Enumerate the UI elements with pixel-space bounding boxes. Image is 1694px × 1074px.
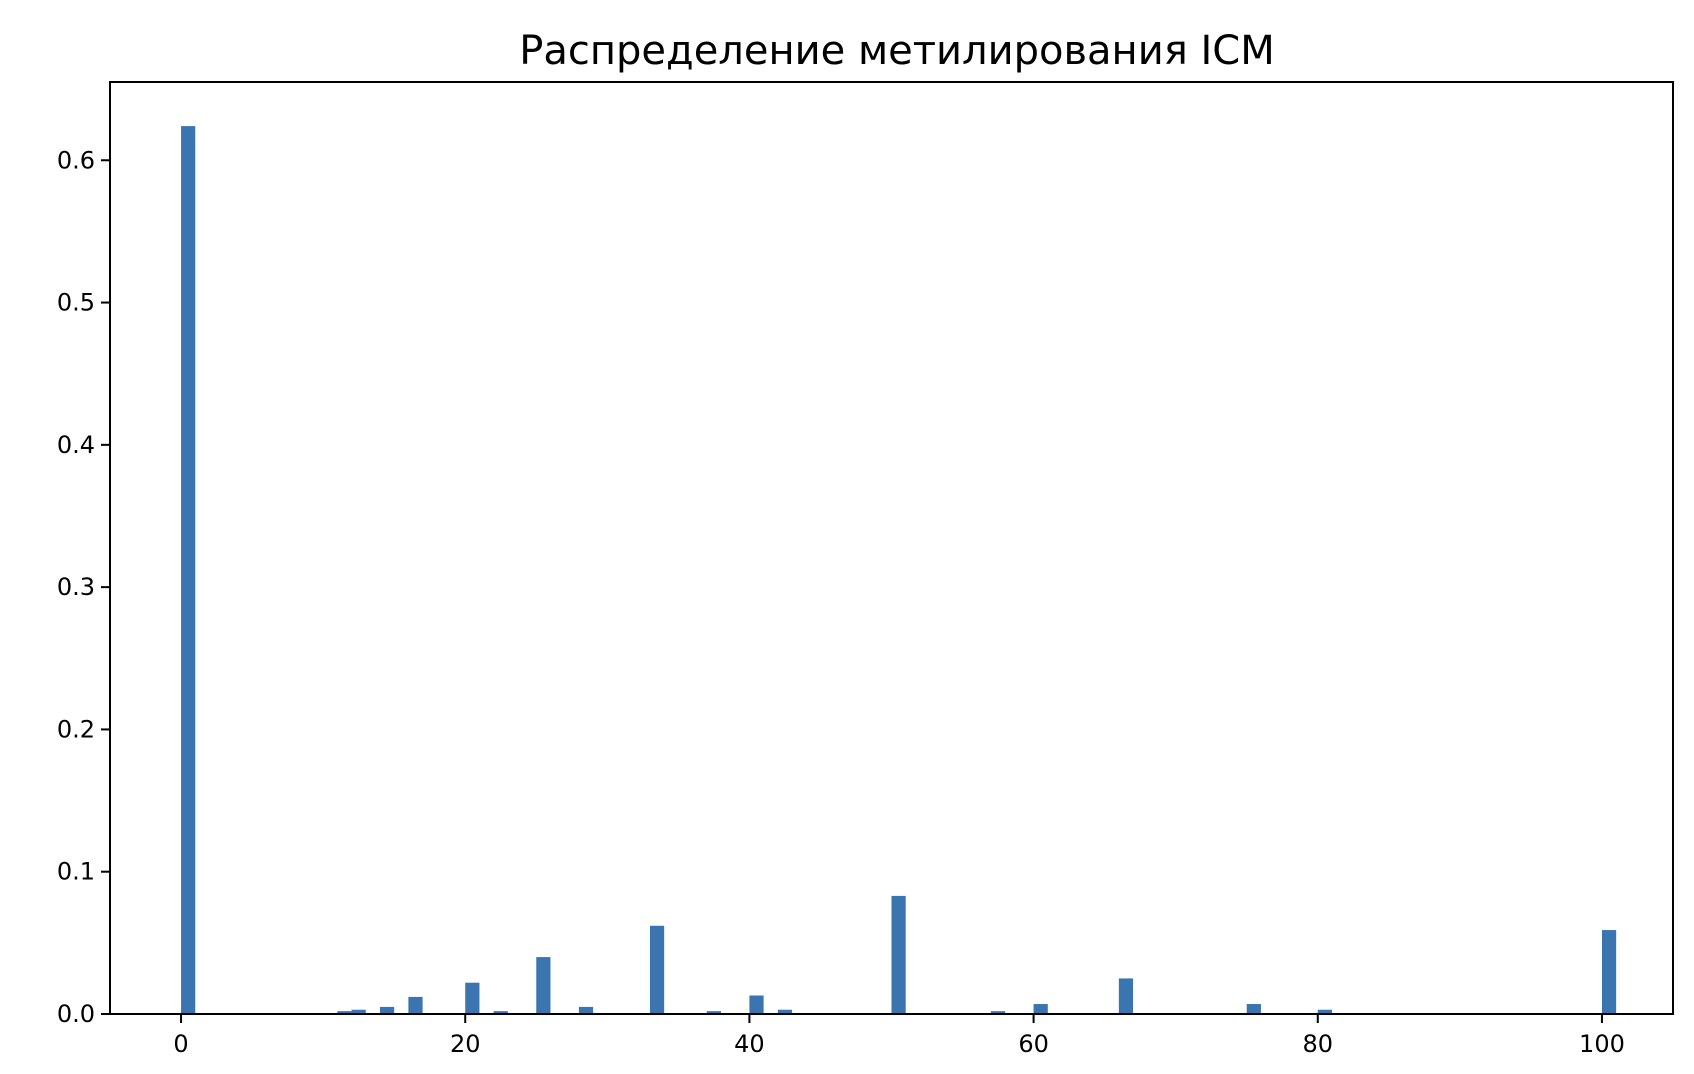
bar [891, 895, 906, 1014]
x-tick-label: 80 [1302, 1030, 1333, 1058]
bars-group [181, 126, 1617, 1015]
bar [351, 1009, 366, 1014]
x-tick-label: 40 [734, 1030, 765, 1058]
x-tick-label: 60 [1018, 1030, 1049, 1058]
x-tick-label: 20 [450, 1030, 481, 1058]
bar [749, 995, 764, 1014]
bar [1033, 1004, 1048, 1014]
x-tick-label: 0 [173, 1030, 188, 1058]
bar [578, 1006, 594, 1014]
y-tick-label: 0.2 [57, 715, 95, 743]
plot-frame [109, 81, 1674, 1015]
bar [536, 957, 551, 1014]
bar [706, 1011, 721, 1014]
bar [493, 1011, 508, 1014]
y-tick-label: 0.5 [57, 289, 95, 317]
chart-title: Распределение метилирования ICM [519, 28, 1274, 74]
bar [1118, 978, 1134, 1014]
bar [777, 1009, 793, 1014]
bar [1246, 1004, 1261, 1014]
y-tick-label: 0.3 [57, 573, 95, 601]
y-tick-label: 0.4 [57, 431, 95, 459]
bar [337, 1011, 352, 1014]
x-tick-label: 100 [1579, 1030, 1625, 1058]
bar [990, 1011, 1006, 1014]
bar [408, 996, 423, 1014]
bar [1317, 1009, 1332, 1014]
bar [379, 1006, 395, 1014]
x-axis: 0 20 40 60 80 100 [173, 1014, 1625, 1058]
bar [181, 126, 196, 1015]
y-tick-label: 0.1 [57, 858, 95, 886]
y-axis: 0.0 0.1 0.2 0.3 0.4 0.5 0.6 [57, 146, 110, 1028]
y-tick-label: 0.0 [57, 1000, 95, 1028]
y-tick-label: 0.6 [57, 146, 95, 174]
bar [649, 925, 665, 1014]
bar [465, 982, 480, 1014]
bar [1601, 930, 1617, 1014]
